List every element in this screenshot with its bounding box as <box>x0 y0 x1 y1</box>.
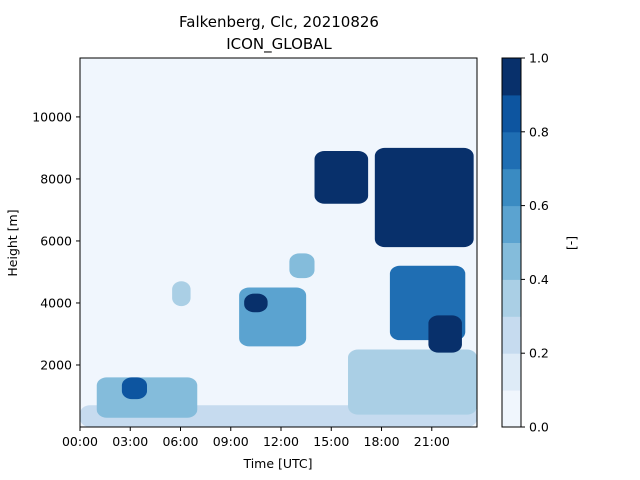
colorbar-band <box>502 94 521 133</box>
colorbar-band <box>502 205 521 243</box>
x-tick-label: 09:00 <box>213 434 249 449</box>
x-axis-label: Time [UTC] <box>242 456 312 471</box>
cloud-region <box>289 253 315 279</box>
x-tick-label: 15:00 <box>313 434 349 449</box>
colorbar-tick-label: 0.0 <box>529 420 549 435</box>
colorbar-tick-label: 0.6 <box>529 198 549 213</box>
colorbar-band <box>502 168 521 207</box>
cloud-region <box>348 349 477 415</box>
colorbar-band <box>502 390 521 428</box>
y-axis-label: Height [m] <box>5 209 20 276</box>
colorbar-bands <box>502 58 521 428</box>
x-axis: 00:00 03:00 06:00 09:00 12:00 15:00 18:00 21:00 <box>62 427 450 449</box>
colorbar-tick-label: 0.4 <box>529 272 549 287</box>
colorbar: 0.0 0.2 0.4 0.6 0.8 1.0 [-] <box>501 51 580 435</box>
colorbar-band <box>502 58 521 96</box>
x-tick-label: 12:00 <box>263 434 299 449</box>
chart-title: Falkenberg, Clc, 20210826 <box>179 13 379 31</box>
y-tick-label: 4000 <box>40 295 72 310</box>
y-tick-label: 2000 <box>40 357 72 372</box>
x-tick-label: 06:00 <box>162 434 198 449</box>
chart-subtitle: ICON_GLOBAL <box>226 35 332 54</box>
colorbar-frame <box>501 57 522 428</box>
colorbar-ticks: 0.0 0.2 0.4 0.6 0.8 1.0 <box>521 51 549 435</box>
colorbar-band <box>502 353 521 391</box>
cloud-region <box>428 315 462 353</box>
colorbar-label: [-] <box>565 236 580 250</box>
x-tick-label: 18:00 <box>364 434 400 449</box>
colorbar-tick-label: 0.2 <box>529 346 549 361</box>
y-tick-label: 8000 <box>40 171 72 186</box>
cloud-region <box>314 151 369 204</box>
y-axis: 2000 4000 6000 8000 10000 <box>32 109 80 372</box>
cloud-region <box>244 293 268 313</box>
cloud-region <box>172 281 191 307</box>
cloud-region <box>121 377 148 400</box>
colorbar-band <box>502 131 521 170</box>
colorbar-tick-label: 1.0 <box>529 51 549 66</box>
cloud-region <box>96 377 198 418</box>
colorbar-band <box>502 279 521 317</box>
x-tick-label: 21:00 <box>414 434 450 449</box>
plot-area <box>79 57 478 428</box>
y-tick-label: 6000 <box>40 233 72 248</box>
colorbar-band <box>502 242 521 280</box>
colorbar-band <box>502 316 521 354</box>
plot-frame <box>79 57 478 428</box>
y-tick-label: 10000 <box>32 109 72 124</box>
x-tick-label: 03:00 <box>112 434 148 449</box>
x-tick-label: 00:00 <box>62 434 98 449</box>
cloud-layer <box>80 147 477 427</box>
colorbar-tick-label: 0.8 <box>529 124 549 139</box>
cloud-region <box>374 147 474 248</box>
